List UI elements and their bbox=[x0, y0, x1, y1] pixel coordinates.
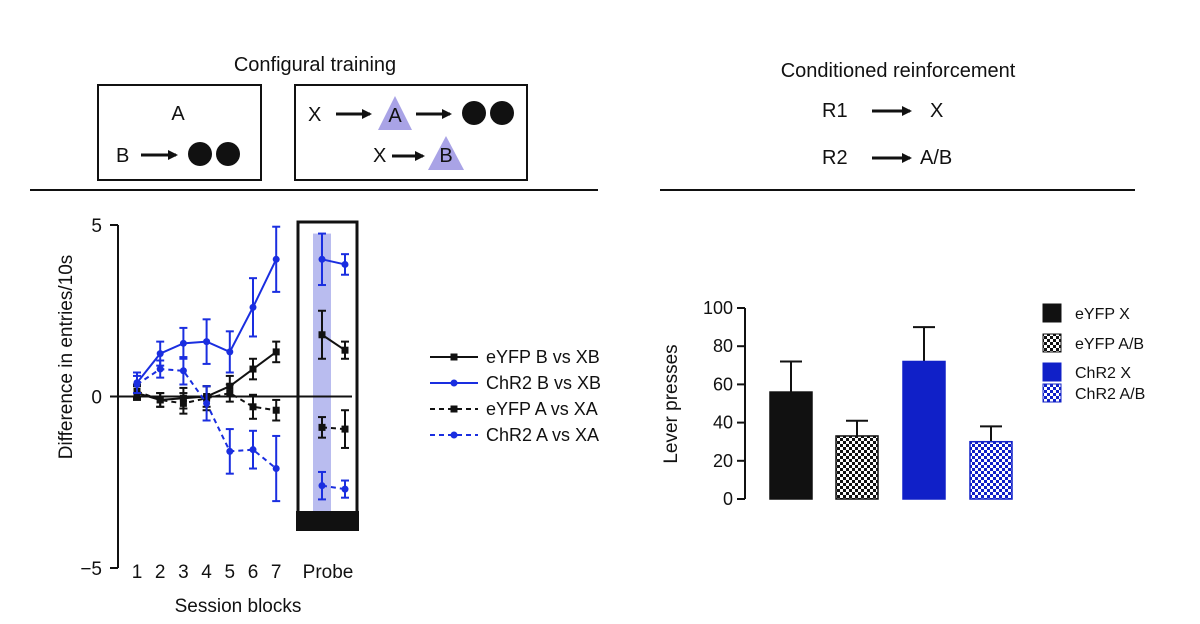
bar-legend-swatch-3 bbox=[1042, 362, 1062, 382]
data-point bbox=[156, 365, 164, 373]
legend-marker bbox=[450, 379, 458, 387]
configural-training-title: Configural training bbox=[234, 54, 396, 76]
probe-line-2 bbox=[321, 258, 346, 266]
bar-legend-label-3: ChR2 X bbox=[1075, 365, 1131, 382]
box1-stimulus-a: A bbox=[171, 103, 185, 125]
probe-line-3 bbox=[321, 426, 346, 431]
data-point bbox=[341, 485, 349, 493]
data-point bbox=[249, 446, 257, 454]
probe-line-4 bbox=[321, 484, 346, 491]
training-box-1 bbox=[97, 84, 262, 181]
bar-legend-swatch-1 bbox=[1042, 303, 1062, 323]
bar-2 bbox=[835, 435, 879, 500]
data-point bbox=[318, 255, 326, 263]
configural-training-schematic: Configural training A B X A X B bbox=[97, 54, 528, 181]
bar-1 bbox=[769, 391, 813, 500]
bar-legend-swatch-4 bbox=[1042, 383, 1062, 403]
bar-4 bbox=[969, 440, 1013, 500]
response-r2: R2 bbox=[822, 147, 848, 169]
legend-label-4: ChR2 A vs XA bbox=[486, 425, 599, 445]
data-point bbox=[318, 331, 326, 339]
legend-marker bbox=[450, 405, 458, 413]
x-tick-label: 4 bbox=[201, 562, 212, 583]
bar-legend-swatch-2 bbox=[1042, 333, 1062, 353]
data-point bbox=[272, 348, 280, 356]
legend-marker bbox=[450, 353, 458, 361]
outcome-x: X bbox=[930, 100, 943, 122]
reward-pellet-icon bbox=[188, 142, 212, 166]
data-point bbox=[318, 482, 326, 490]
training-box-2 bbox=[294, 84, 528, 181]
x-tick-label: 1 bbox=[132, 562, 143, 583]
bar-chart: 0 20 40 60 80 100 Lever presses eYFP X eYFP A/… bbox=[661, 298, 1145, 509]
bar-legend-label-1: eYFP X bbox=[1075, 306, 1130, 323]
line-chart-y-label: Difference in entries/10s bbox=[56, 255, 77, 460]
bar-chart-y-label: Lever presses bbox=[661, 344, 682, 463]
line-chart-x-label: Session blocks bbox=[175, 596, 302, 617]
data-point bbox=[249, 303, 257, 311]
bar-y-tick-label: 80 bbox=[713, 336, 733, 356]
data-point bbox=[226, 447, 234, 455]
reward-pellet-icon bbox=[216, 142, 240, 166]
y-tick-label: −5 bbox=[80, 559, 102, 580]
probe-line-1 bbox=[321, 333, 346, 352]
bar-legend-label-2: eYFP A/B bbox=[1075, 336, 1144, 353]
y-tick-label: 0 bbox=[91, 388, 102, 409]
line-chart: 50−5 1 2 3 4 5 6 7 Difference in entries/10s Se… bbox=[56, 216, 601, 617]
x-tick-label: 7 bbox=[271, 562, 282, 583]
bar-y-tick-label: 60 bbox=[713, 374, 733, 394]
data-point bbox=[249, 365, 257, 373]
data-point bbox=[318, 423, 326, 431]
data-point bbox=[272, 255, 280, 263]
data-point bbox=[249, 403, 257, 411]
box2-stimulus-x: X bbox=[308, 104, 321, 126]
bar-y-tick-label: 0 bbox=[723, 489, 733, 509]
data-point bbox=[226, 348, 234, 356]
bar-y-tick-label: 20 bbox=[713, 451, 733, 471]
x-tick-label: 6 bbox=[248, 562, 259, 583]
data-point bbox=[179, 339, 187, 347]
conditioned-reinforcement-title: Conditioned reinforcement bbox=[781, 60, 1016, 82]
legend-label-3: eYFP A vs XA bbox=[486, 399, 598, 419]
conditioned-reinforcement-schematic: Conditioned reinforcement R1 X R2 A/B bbox=[781, 60, 1016, 169]
data-point bbox=[203, 399, 211, 407]
bar-y-tick-label: 40 bbox=[713, 413, 733, 433]
box2-cue-b: B bbox=[439, 145, 452, 167]
x-tick-label: 2 bbox=[155, 562, 166, 583]
bar-y-tick-label: 100 bbox=[703, 298, 733, 318]
box1-stimulus-b: B bbox=[116, 145, 129, 167]
legend-marker bbox=[450, 431, 458, 439]
data-point bbox=[179, 399, 187, 407]
data-point bbox=[156, 350, 164, 358]
x-tick-label: 5 bbox=[225, 562, 236, 583]
data-point bbox=[272, 465, 280, 473]
reward-pellet-icon bbox=[490, 101, 514, 125]
probe-label: Probe bbox=[303, 562, 354, 583]
bar-legend-label-4: ChR2 A/B bbox=[1075, 386, 1145, 403]
data-point bbox=[341, 346, 349, 354]
data-point bbox=[341, 425, 349, 433]
outcome-ab: A/B bbox=[920, 147, 952, 169]
data-point bbox=[179, 367, 187, 375]
probe-black-bar bbox=[296, 511, 359, 531]
reward-pellet-icon bbox=[462, 101, 486, 125]
cue-triangle-icon bbox=[428, 136, 464, 170]
data-point bbox=[226, 389, 234, 397]
probe-highlight-band bbox=[313, 233, 331, 514]
y-tick-label: 5 bbox=[91, 216, 102, 237]
bar-3 bbox=[902, 360, 946, 500]
response-r1: R1 bbox=[822, 100, 848, 122]
data-point bbox=[156, 396, 164, 404]
legend-label-1: eYFP B vs XB bbox=[486, 347, 600, 367]
legend-label-2: ChR2 B vs XB bbox=[486, 373, 601, 393]
x-tick-label: 3 bbox=[178, 562, 189, 583]
data-point bbox=[341, 260, 349, 268]
data-point bbox=[203, 338, 211, 346]
data-point bbox=[133, 380, 141, 388]
box2-stimulus-x: X bbox=[373, 145, 386, 167]
cue-triangle-icon bbox=[378, 96, 412, 130]
data-point bbox=[272, 406, 280, 414]
box2-cue-a: A bbox=[388, 105, 402, 127]
